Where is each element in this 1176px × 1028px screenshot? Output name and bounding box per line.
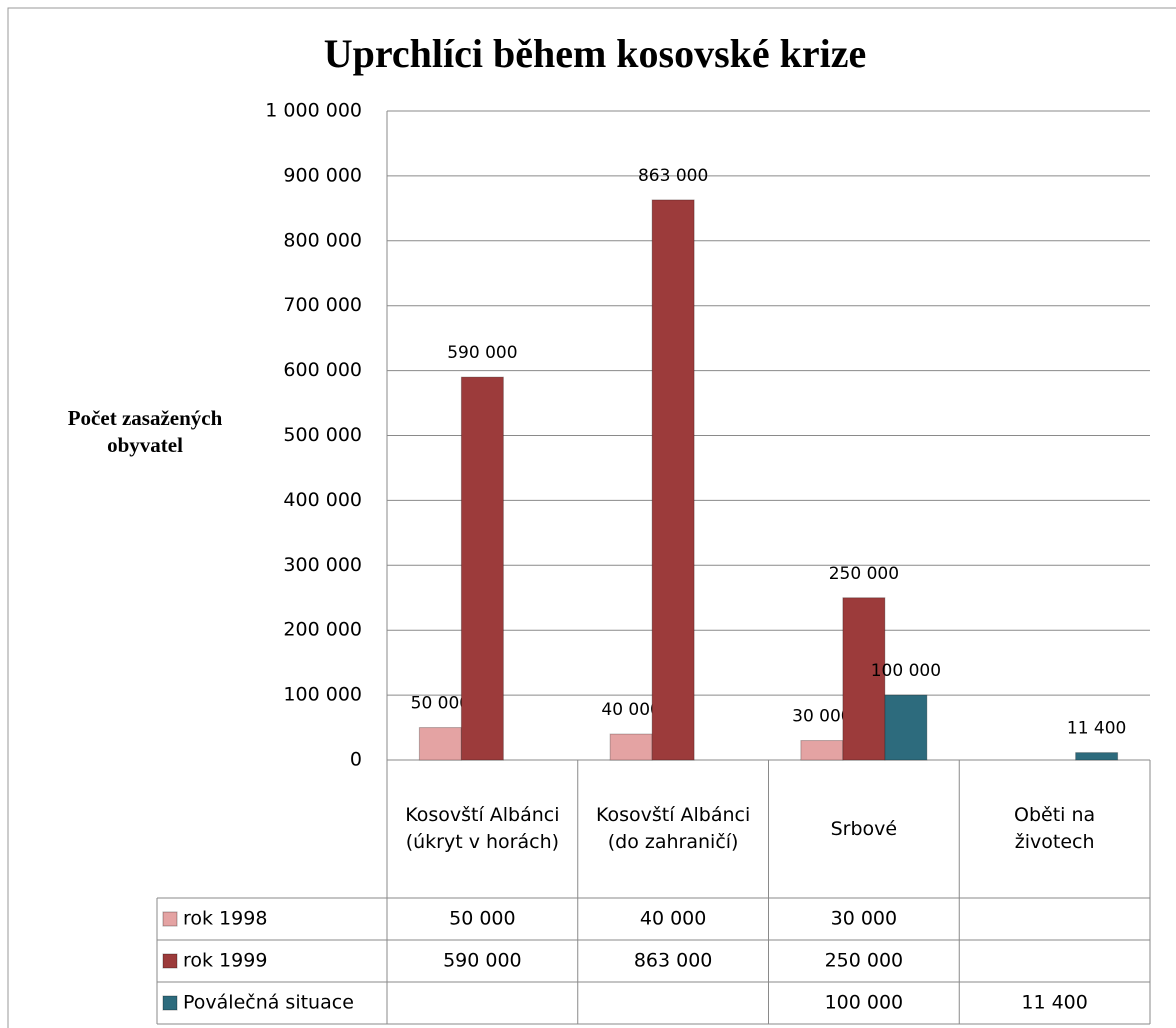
bar [1075,752,1119,761]
data-label: 11 400 [1067,719,1126,739]
bar [460,376,504,761]
x-tick-label: Kosovští Albánci (do zahraničí) [595,804,751,853]
x-tick-label: Kosovští Albánci (úkryt v horách) [405,804,560,853]
data-label: 30 000 [792,707,851,727]
data-label: 50 000 [411,694,470,714]
x-tick-box: Srbové [830,817,898,840]
y-tick-label: 400 000 [283,489,362,511]
table-value: 590 000 [443,950,522,972]
data-label: 100 000 [871,661,941,681]
data-label: 40 000 [601,700,660,720]
x-tick-box: Kosovští Albánci (úkryt v horách) [405,804,560,853]
bar [884,694,928,761]
bar [651,199,695,761]
legend-label: Poválečná situace [183,992,354,1014]
bar [609,733,653,761]
y-tick-label: 0 [350,749,362,771]
table-value: 30 000 [831,908,897,930]
bar [418,727,462,761]
y-tick-label: 300 000 [283,554,362,576]
chart-border [7,7,1176,1028]
y-tick-label: 600 000 [283,359,362,381]
bar [842,597,886,761]
data-label: 863 000 [638,166,708,186]
legend-swatch [162,995,178,1011]
y-tick-label: 200 000 [283,619,362,641]
y-axis-label-box: Počet zasažených obyvatel [67,406,223,457]
x-tick-box: Kosovští Albánci (do zahraničí) [595,804,751,853]
legend-label: rok 1998 [183,908,267,930]
y-tick-label: 1 000 000 [265,100,362,122]
y-tick-label: 500 000 [283,424,362,446]
table-value: 40 000 [640,908,706,930]
data-label: 250 000 [829,564,899,584]
chart-title: Uprchlíci během kosovské krize [324,31,867,76]
legend-swatch [162,911,178,927]
y-axis-label: Počet zasažených obyvatel [67,406,223,457]
x-tick-box: Oběti na životech [1014,804,1096,853]
y-tick-label: 900 000 [283,164,362,186]
legend-label: rok 1999 [183,950,267,972]
y-tick-label: 800 000 [283,229,362,251]
table-value: 11 400 [1021,992,1087,1014]
table-value: 863 000 [634,950,713,972]
x-tick-label: Oběti na životech [1014,804,1096,853]
bar [800,740,844,761]
data-label: 590 000 [447,343,517,363]
x-tick-label: Srbové [830,817,898,840]
table-value: 50 000 [449,908,515,930]
y-tick-label: 700 000 [283,294,362,316]
table-value: 100 000 [825,992,904,1014]
legend-swatch [162,953,178,969]
y-tick-label: 100 000 [283,684,362,706]
table-value: 250 000 [825,950,904,972]
